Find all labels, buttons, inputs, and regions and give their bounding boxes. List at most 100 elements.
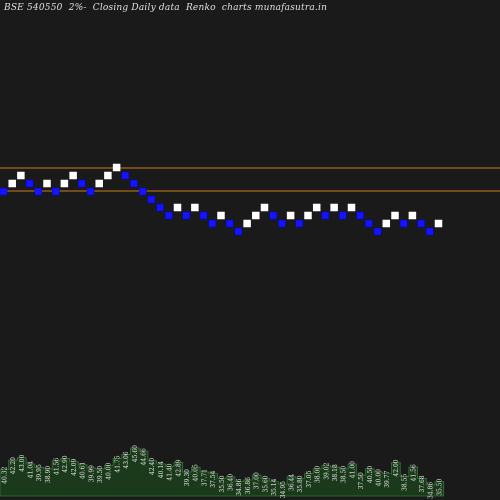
renko-brick-down bbox=[199, 211, 208, 220]
volume-label: 40.50 bbox=[367, 466, 374, 483]
renko-brick-down bbox=[321, 211, 330, 220]
renko-brick-down bbox=[25, 179, 34, 188]
volume-label: 36.44 bbox=[288, 474, 295, 491]
renko-brick-down bbox=[339, 211, 347, 220]
renko-brick-up bbox=[434, 219, 443, 228]
renko-brick-down bbox=[373, 227, 382, 236]
volume-label: 36.86 bbox=[245, 477, 252, 494]
volume-area bbox=[0, 447, 445, 497]
volume-label: 40.00 bbox=[106, 462, 113, 479]
volume-label: 38.00 bbox=[315, 466, 322, 483]
renko-brick-down bbox=[234, 227, 243, 236]
bricks bbox=[0, 163, 443, 236]
renko-brick-up bbox=[43, 179, 51, 188]
volume-label: 43.06 bbox=[123, 451, 130, 468]
chart-title: BSE 540550 2%- Closing Daily data Renko … bbox=[4, 3, 328, 13]
volume-label: 34.95 bbox=[280, 481, 287, 498]
volume-label: 39.50 bbox=[97, 466, 104, 483]
volume-label: 39.02 bbox=[323, 462, 330, 479]
renko-brick-up bbox=[104, 171, 112, 180]
renko-brick-down bbox=[147, 195, 156, 204]
volume-label: 35.50 bbox=[436, 478, 443, 495]
renko-brick-down bbox=[156, 203, 164, 212]
volume-label: 36.40 bbox=[228, 474, 235, 491]
volume-label: 38.55 bbox=[402, 474, 409, 491]
volume-label: 34.86 bbox=[236, 478, 243, 495]
volume-label: 39.77 bbox=[384, 470, 391, 487]
volume-label: 37.00 bbox=[254, 472, 261, 489]
renko-brick-up bbox=[69, 171, 77, 180]
volume-label: 37.71 bbox=[201, 469, 208, 486]
reference-lines bbox=[0, 167, 500, 192]
volume-label: 41.56 bbox=[54, 458, 61, 475]
renko-brick-up bbox=[60, 179, 69, 188]
renko-brick-up bbox=[260, 203, 269, 212]
renko-brick-down bbox=[86, 187, 95, 196]
renko-brick-up bbox=[408, 211, 417, 220]
volume-label: 37.68 bbox=[419, 475, 426, 492]
volume-label: 42.89 bbox=[175, 459, 182, 476]
volume-label: 34.86 bbox=[428, 482, 435, 499]
volume-label: 42.20 bbox=[10, 457, 17, 474]
volume-label: 38.18 bbox=[332, 464, 339, 481]
volume-label: 42.00 bbox=[393, 459, 400, 476]
volume-label: 39.30 bbox=[184, 469, 191, 486]
renko-brick-up bbox=[173, 203, 182, 212]
renko-brick-up bbox=[252, 211, 260, 220]
renko-brick-down bbox=[208, 219, 217, 228]
renko-brick-down bbox=[121, 171, 130, 180]
volume-label: 41.40 bbox=[167, 463, 174, 480]
renko-brick-up bbox=[347, 203, 356, 212]
renko-brick-down bbox=[399, 219, 408, 228]
volume-label: 42.90 bbox=[62, 455, 69, 472]
renko-brick-down bbox=[278, 219, 286, 228]
renko-brick-down bbox=[365, 219, 373, 228]
renko-brick-down bbox=[165, 211, 173, 220]
volume-label: 37.05 bbox=[306, 470, 313, 487]
renko-brick-down bbox=[138, 187, 147, 196]
volume-label: 37.50 bbox=[358, 472, 365, 489]
renko-brick-up bbox=[304, 211, 312, 220]
volume-label: 41.00 bbox=[349, 461, 356, 478]
renko-brick-down bbox=[269, 211, 277, 220]
volume-label: 40.14 bbox=[158, 461, 165, 478]
renko-brick-up bbox=[17, 171, 25, 180]
volume-label: 35.50 bbox=[219, 475, 226, 492]
volume-label: 41.56 bbox=[410, 464, 417, 481]
renko-brick-up bbox=[217, 211, 225, 220]
renko-brick-up bbox=[382, 219, 391, 228]
volume-label: 35.80 bbox=[297, 475, 304, 492]
volume-label: 42.40 bbox=[149, 458, 156, 475]
volume-label: 42.09 bbox=[71, 458, 78, 475]
renko-brick-up bbox=[243, 219, 251, 228]
renko-brick-down bbox=[0, 187, 8, 196]
renko-brick-down bbox=[225, 219, 234, 228]
renko-brick-up bbox=[391, 211, 399, 220]
volume-label: 40.61 bbox=[80, 462, 87, 479]
volume-label: 39.95 bbox=[36, 464, 43, 481]
renko-brick-down bbox=[295, 219, 304, 228]
volume-label: 43.00 bbox=[19, 454, 26, 471]
volume-label: 44.66 bbox=[141, 448, 148, 465]
renko-brick-up bbox=[286, 211, 295, 220]
volume-label: 45.60 bbox=[132, 445, 139, 462]
volume-label: 41.04 bbox=[27, 461, 34, 478]
renko-brick-down bbox=[130, 179, 138, 188]
volume-label: 39.99 bbox=[88, 465, 95, 482]
volume-label: 40.00 bbox=[375, 469, 382, 486]
volume-label: 38.50 bbox=[341, 466, 348, 483]
renko-brick-up bbox=[312, 203, 321, 212]
renko-brick-down bbox=[78, 179, 86, 188]
volume-label: 35.14 bbox=[271, 478, 278, 495]
renko-brick-up bbox=[330, 203, 338, 212]
renko-brick-up bbox=[112, 163, 121, 172]
renko-brick-down bbox=[34, 187, 43, 196]
volume-area-shape bbox=[0, 447, 445, 497]
renko-brick-up bbox=[8, 179, 16, 188]
volume-label: 37.54 bbox=[210, 470, 217, 487]
renko-brick-down bbox=[51, 187, 60, 196]
volume-label: 40.05 bbox=[193, 464, 200, 481]
